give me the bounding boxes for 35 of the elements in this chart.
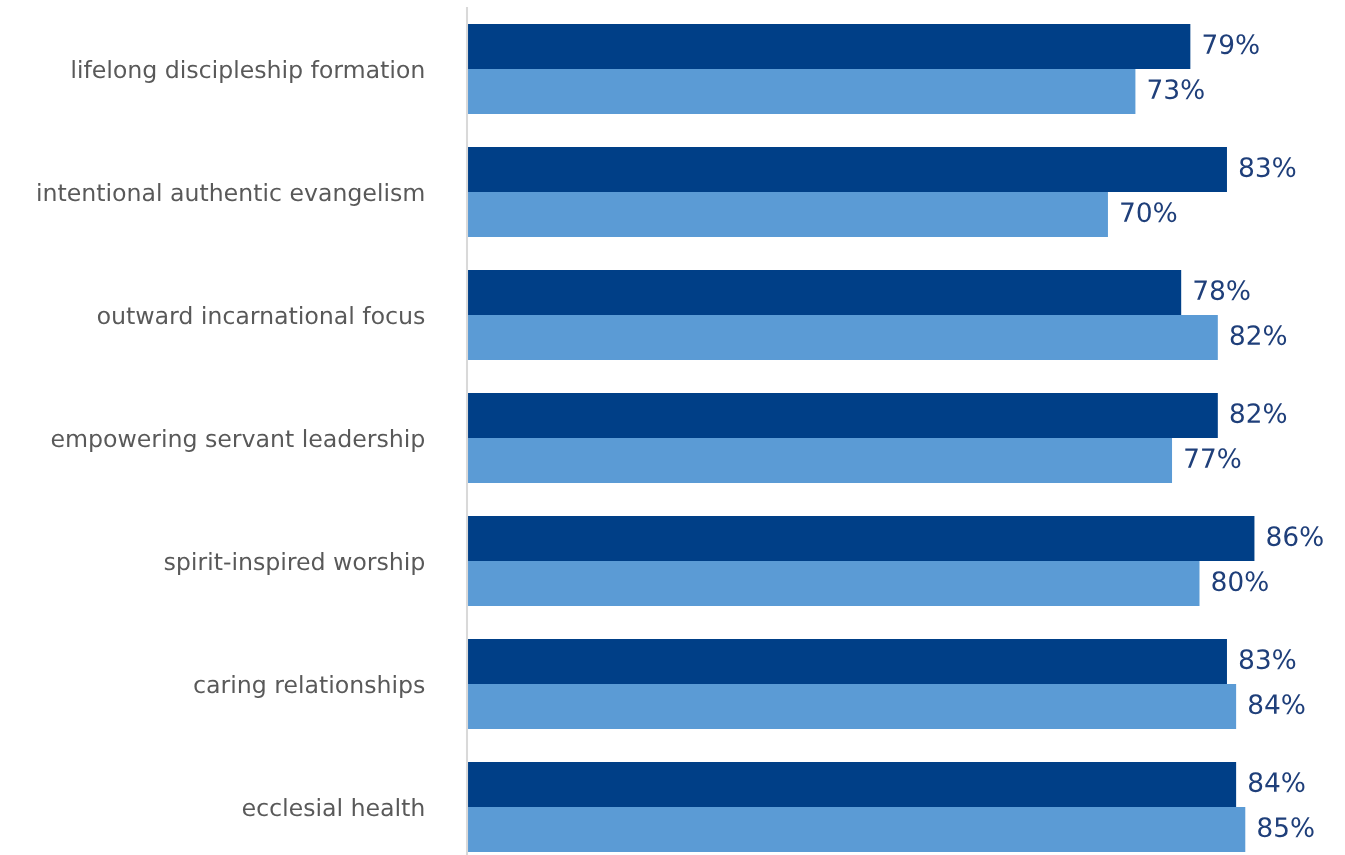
data-label: 78% [1194, 280, 1250, 301]
y-tick-label: spirit-inspired worship [164, 552, 425, 575]
y-tick-label: intentional authentic evangelism [38, 183, 424, 206]
bar [467, 23, 1191, 70]
bar [467, 639, 1227, 685]
data-label: 82% [1230, 403, 1287, 424]
data-label: 70% [1121, 202, 1177, 223]
bar [467, 315, 1218, 361]
bar [467, 146, 1227, 193]
bar [467, 807, 1246, 853]
bar [467, 393, 1218, 439]
y-tick-label: ecclesial health [242, 798, 424, 817]
bar [467, 762, 1237, 808]
bar [467, 561, 1200, 607]
data-label: 80% [1212, 571, 1268, 592]
data-label: 79% [1203, 34, 1259, 55]
data-label: 84% [1249, 694, 1305, 715]
data-label: 83% [1239, 649, 1296, 670]
data-label: 84% [1249, 772, 1305, 793]
data-label: 77% [1185, 448, 1241, 469]
bar [467, 270, 1182, 316]
bar [467, 438, 1173, 484]
data-label: 85% [1258, 817, 1314, 838]
y-tick-label: lifelong discipleship formation [72, 60, 424, 83]
y-tick-label: caring relationships [194, 675, 425, 698]
data-label: 86% [1267, 526, 1323, 547]
data-label: 82% [1230, 325, 1287, 346]
data-label: 73% [1148, 79, 1204, 100]
bar [467, 69, 1136, 115]
bar [467, 516, 1255, 562]
bar [467, 684, 1237, 730]
data-label: 83% [1239, 157, 1296, 178]
bar [467, 192, 1108, 238]
y-tick-label: outward incarnational focus [97, 306, 425, 325]
y-tick-label: empowering servant leadership [51, 429, 425, 452]
